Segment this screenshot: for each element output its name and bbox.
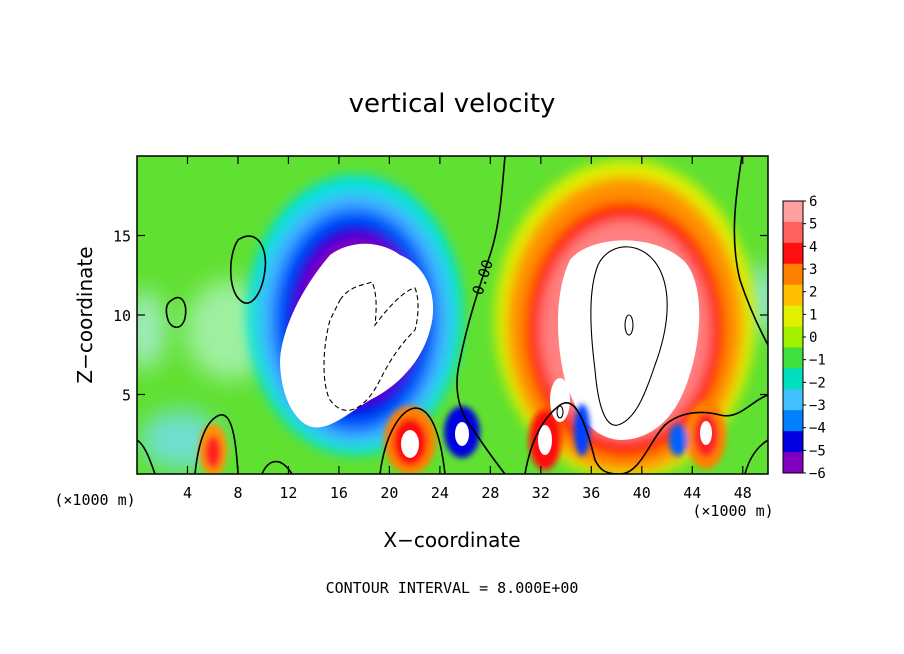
velocity-field: 0.00 xyxy=(137,156,768,474)
colorbar-swatch xyxy=(783,452,803,474)
contour-cell-small xyxy=(556,405,564,419)
colorbar-swatch xyxy=(783,326,803,348)
x-tick-label: 40 xyxy=(633,484,651,502)
x-tick-label: 20 xyxy=(380,484,398,502)
x-tick-label: 28 xyxy=(481,484,499,502)
cell-x26-white xyxy=(455,422,469,446)
contour-zero-bottom-mid xyxy=(379,407,446,474)
cell-x22-white xyxy=(401,430,419,458)
colorbar-swatch xyxy=(783,242,803,265)
x-tick-label: 36 xyxy=(582,484,600,502)
colorbar-label: 1 xyxy=(809,307,817,323)
contour-updraft-small xyxy=(624,314,634,336)
cell-x44-white xyxy=(700,421,712,445)
contour-zero-left-loop xyxy=(229,235,267,304)
x-tick-label: 12 xyxy=(279,484,297,502)
chart-title: vertical velocity xyxy=(349,89,556,119)
downdraft-core xyxy=(280,243,434,428)
y-tick-label: 15 xyxy=(113,228,131,246)
contour-zero-small-loop xyxy=(165,296,187,329)
x-axis: 4 8 12 16 20 24 28 32 36 40 44 48 xyxy=(183,156,752,502)
colorbar-label: 2 xyxy=(809,285,817,301)
x-tick-label: 4 xyxy=(183,484,192,502)
x-tick-label: 44 xyxy=(683,484,701,502)
x-tick-label: 48 xyxy=(734,484,752,502)
colorbar-label: 3 xyxy=(809,262,817,278)
colorbar-swatch xyxy=(783,410,803,432)
y-tick-label: 10 xyxy=(113,307,131,325)
cell-x35-white xyxy=(550,378,570,422)
cell-x6-red xyxy=(205,436,221,468)
y-axis-label: Z−coordinate xyxy=(73,246,97,383)
colorbar-swatch xyxy=(783,389,803,411)
colorbar-label: 0 xyxy=(809,330,817,346)
colorbar-label: 5 xyxy=(809,217,817,233)
contour-updraft-inner xyxy=(590,246,668,426)
updraft-core xyxy=(558,240,700,440)
contour-zero-left-edge xyxy=(137,439,156,474)
x-axis-label: X−coordinate xyxy=(383,528,520,552)
contour-zero-right xyxy=(733,156,768,346)
field-light-left xyxy=(137,290,165,370)
x-unit-right: (×1000 m) xyxy=(692,502,773,520)
x-tick-label: 16 xyxy=(330,484,348,502)
x-tick-label: 8 xyxy=(233,484,242,502)
colorbar-swatch xyxy=(783,284,803,307)
colorbar-swatch xyxy=(783,201,803,223)
contour-zero-main xyxy=(456,156,506,474)
footer-note: CONTOUR INTERVAL = 8.000E+00 xyxy=(326,579,579,597)
colorbar-label: −6 xyxy=(809,466,826,482)
colorbar-label: −2 xyxy=(809,375,826,391)
colorbar-label: −5 xyxy=(809,443,826,459)
colorbar-label: −1 xyxy=(809,353,826,369)
cell-x33-white xyxy=(538,425,552,455)
colorbar-swatch xyxy=(783,263,803,286)
colorbar-swatch xyxy=(783,221,803,244)
colorbar-swatch xyxy=(783,347,803,369)
x-tick-label: 32 xyxy=(532,484,550,502)
colorbar-swatch xyxy=(783,305,803,328)
colorbar-swatch xyxy=(783,368,803,390)
x-unit-left: (×1000 m) xyxy=(54,491,135,509)
colorbar-label: −3 xyxy=(809,398,826,414)
colorbar-label: 6 xyxy=(809,194,817,210)
cell-x35-blue xyxy=(574,404,590,456)
contour-zero-bottom-left xyxy=(194,414,239,474)
contour-downdraft-dashed xyxy=(323,281,419,411)
colorbar: 6 5 4 3 2 1 0 −1 −2 −3 −4 −5 −6 xyxy=(782,194,826,482)
contour-zero-right-bottom xyxy=(744,439,768,474)
colorbar-label: −4 xyxy=(809,421,826,437)
colorbar-swatch xyxy=(783,431,803,453)
y-axis: 5 10 15 xyxy=(113,228,768,405)
x-tick-label: 24 xyxy=(431,484,449,502)
y-tick-label: 5 xyxy=(122,387,131,405)
colorbar-label: 4 xyxy=(809,239,817,255)
cell-x43-blue xyxy=(669,424,687,456)
